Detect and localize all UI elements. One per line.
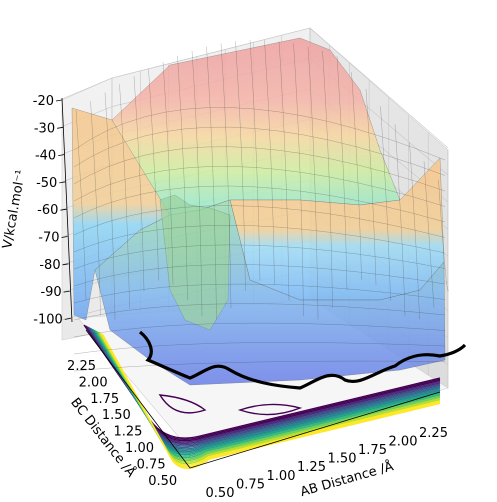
z-axis-label: V/kcal.mol⁻¹	[0, 169, 29, 250]
mesh-line	[423, 161, 435, 308]
mesh-line	[162, 62, 174, 285]
mesh-line	[293, 43, 304, 317]
grid-line	[111, 27, 311, 79]
contour-lines	[83, 324, 441, 469]
z-tick-label: -90	[40, 285, 61, 300]
mesh-line	[235, 41, 246, 291]
x-tick-label: 0.50	[206, 486, 235, 501]
x-tick-labels: 0.500.751.001.251.501.752.002.25	[206, 426, 448, 501]
z-tick-mark	[64, 318, 71, 320]
mesh-line	[73, 264, 446, 287]
mesh-line	[73, 244, 446, 270]
trajectory-path	[138, 330, 467, 390]
z-tick-mark	[55, 99, 63, 102]
y-tick-label: 1.00	[125, 441, 154, 456]
y-tick-label: 1.50	[102, 408, 131, 423]
z-tick-label: -50	[36, 176, 57, 191]
mesh-line	[73, 225, 446, 254]
contour-loop	[158, 394, 207, 414]
mesh-line	[90, 101, 101, 316]
x-tick-label: 2.00	[389, 434, 418, 449]
y-tick-label: 1.25	[113, 425, 142, 440]
contour-line	[101, 333, 441, 469]
mesh-line	[380, 106, 391, 302]
x-axis-line	[189, 391, 441, 469]
z-tick-mark	[62, 263, 69, 266]
contour-loop	[237, 403, 303, 416]
mesh-line	[73, 205, 446, 238]
mesh-line	[73, 360, 446, 372]
x-tick-label: 1.25	[297, 460, 326, 475]
mesh-line	[73, 322, 446, 338]
z-tick-label: -60	[37, 203, 58, 218]
surface-ridge	[159, 194, 231, 331]
mesh-line	[191, 50, 203, 316]
mesh-line	[73, 126, 446, 176]
mesh-line	[73, 146, 446, 192]
mesh-line	[351, 72, 362, 281]
y-axis-line	[85, 329, 191, 469]
y-tick-label: 0.75	[137, 457, 166, 472]
y-tick-label: 2.25	[67, 359, 96, 374]
surface-mesh	[73, 40, 449, 372]
z-tick-mark	[57, 126, 64, 129]
mesh-line	[73, 107, 446, 161]
z-tick-mark	[59, 181, 66, 184]
mesh-line	[278, 41, 290, 301]
y-tick-label: 1.75	[90, 392, 119, 407]
z-tick-label: -70	[38, 231, 59, 246]
z-tick-label: -80	[39, 258, 60, 273]
mesh-line	[307, 46, 319, 320]
mesh-line	[220, 43, 232, 309]
x-tick-label: 2.25	[419, 426, 448, 441]
x-tick-label: 1.50	[328, 452, 357, 467]
y-tick-label: 0.50	[148, 474, 177, 489]
z-tick-label: -100	[33, 312, 63, 327]
y-tick-labels: 2.252.00 1.751.50 1.251.000.75 0.50	[67, 359, 177, 489]
z-tick-mark	[60, 208, 67, 211]
mesh-line	[73, 166, 446, 207]
mesh-line	[336, 56, 348, 291]
z-tick-label: -30	[34, 121, 55, 136]
z-tick-mark	[63, 290, 70, 293]
mesh-line	[104, 92, 116, 320]
mesh-line	[73, 342, 446, 355]
mesh-line	[73, 283, 446, 304]
z-axis-line	[61, 97, 73, 323]
z-tick-mark	[61, 236, 68, 238]
grid-line	[309, 27, 449, 149]
mesh-line	[322, 50, 333, 308]
mesh-line	[365, 88, 377, 285]
mesh-line	[177, 56, 188, 301]
mesh-line	[148, 68, 159, 281]
mesh-line	[394, 124, 406, 317]
x-tick-label: 1.75	[358, 443, 387, 458]
potential-surface	[71, 37, 446, 386]
mesh-line	[73, 303, 446, 321]
mesh-line	[73, 185, 446, 223]
mesh-line	[206, 46, 217, 320]
y-tick-label: 2.00	[79, 375, 108, 390]
grid-line	[61, 77, 113, 100]
mesh-line	[119, 84, 130, 309]
mesh-line	[264, 40, 275, 285]
z-tick-label: -40	[35, 149, 56, 164]
x-tick-label: 0.75	[236, 477, 265, 492]
mesh-line	[249, 40, 261, 281]
mesh-line	[133, 76, 145, 292]
z-tick-label: -20	[33, 94, 54, 109]
x-tick-label: 1.00	[267, 469, 296, 484]
z-tick-mark	[58, 154, 65, 156]
z-tick-labels: -20 -30 -40 -50 -60 -70 -80 -90 -100	[33, 94, 71, 327]
